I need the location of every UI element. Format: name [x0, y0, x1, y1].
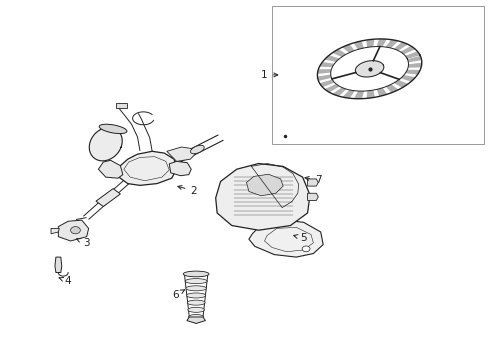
Bar [272, 6, 485, 144]
Polygon shape [318, 75, 331, 81]
Ellipse shape [187, 300, 205, 305]
Polygon shape [354, 91, 364, 99]
Polygon shape [355, 61, 384, 77]
Polygon shape [58, 220, 89, 241]
Polygon shape [319, 62, 334, 67]
Polygon shape [400, 75, 416, 82]
Ellipse shape [187, 293, 206, 298]
Polygon shape [167, 147, 195, 161]
Polygon shape [55, 257, 62, 273]
Polygon shape [216, 163, 310, 230]
Polygon shape [118, 151, 176, 185]
Text: 2: 2 [178, 185, 197, 196]
Polygon shape [407, 56, 421, 62]
Text: 4: 4 [59, 276, 72, 286]
Polygon shape [249, 220, 323, 257]
Polygon shape [354, 41, 364, 49]
Ellipse shape [189, 315, 204, 319]
Polygon shape [325, 84, 340, 92]
Polygon shape [394, 80, 408, 88]
Polygon shape [96, 189, 121, 207]
Polygon shape [89, 127, 122, 161]
Polygon shape [169, 161, 191, 176]
Polygon shape [405, 70, 420, 75]
Polygon shape [400, 46, 416, 54]
Circle shape [302, 246, 310, 252]
Polygon shape [377, 39, 387, 47]
Text: 3: 3 [76, 238, 90, 248]
Ellipse shape [186, 286, 206, 291]
Polygon shape [343, 90, 355, 98]
Polygon shape [377, 88, 387, 96]
Polygon shape [319, 80, 335, 87]
Ellipse shape [183, 271, 209, 277]
Polygon shape [308, 193, 319, 201]
Text: 1: 1 [261, 70, 278, 80]
Ellipse shape [184, 271, 208, 276]
Polygon shape [394, 42, 408, 51]
Text: 5: 5 [294, 233, 307, 243]
Polygon shape [246, 174, 283, 196]
Polygon shape [405, 51, 420, 59]
Ellipse shape [99, 124, 127, 134]
Ellipse shape [185, 279, 207, 284]
Polygon shape [386, 84, 398, 93]
Polygon shape [408, 63, 422, 68]
Text: 7: 7 [305, 175, 321, 185]
Polygon shape [318, 69, 331, 74]
Polygon shape [51, 228, 59, 234]
Polygon shape [367, 90, 375, 98]
Polygon shape [308, 179, 319, 186]
Polygon shape [332, 49, 346, 57]
Text: 6: 6 [172, 290, 185, 300]
Polygon shape [366, 39, 374, 48]
Circle shape [71, 226, 80, 234]
Polygon shape [386, 40, 398, 48]
Polygon shape [324, 55, 340, 62]
Polygon shape [342, 44, 355, 53]
Ellipse shape [188, 307, 204, 312]
Polygon shape [333, 87, 346, 96]
Polygon shape [98, 160, 123, 178]
Polygon shape [116, 103, 127, 108]
Polygon shape [187, 317, 205, 323]
Ellipse shape [191, 145, 204, 154]
